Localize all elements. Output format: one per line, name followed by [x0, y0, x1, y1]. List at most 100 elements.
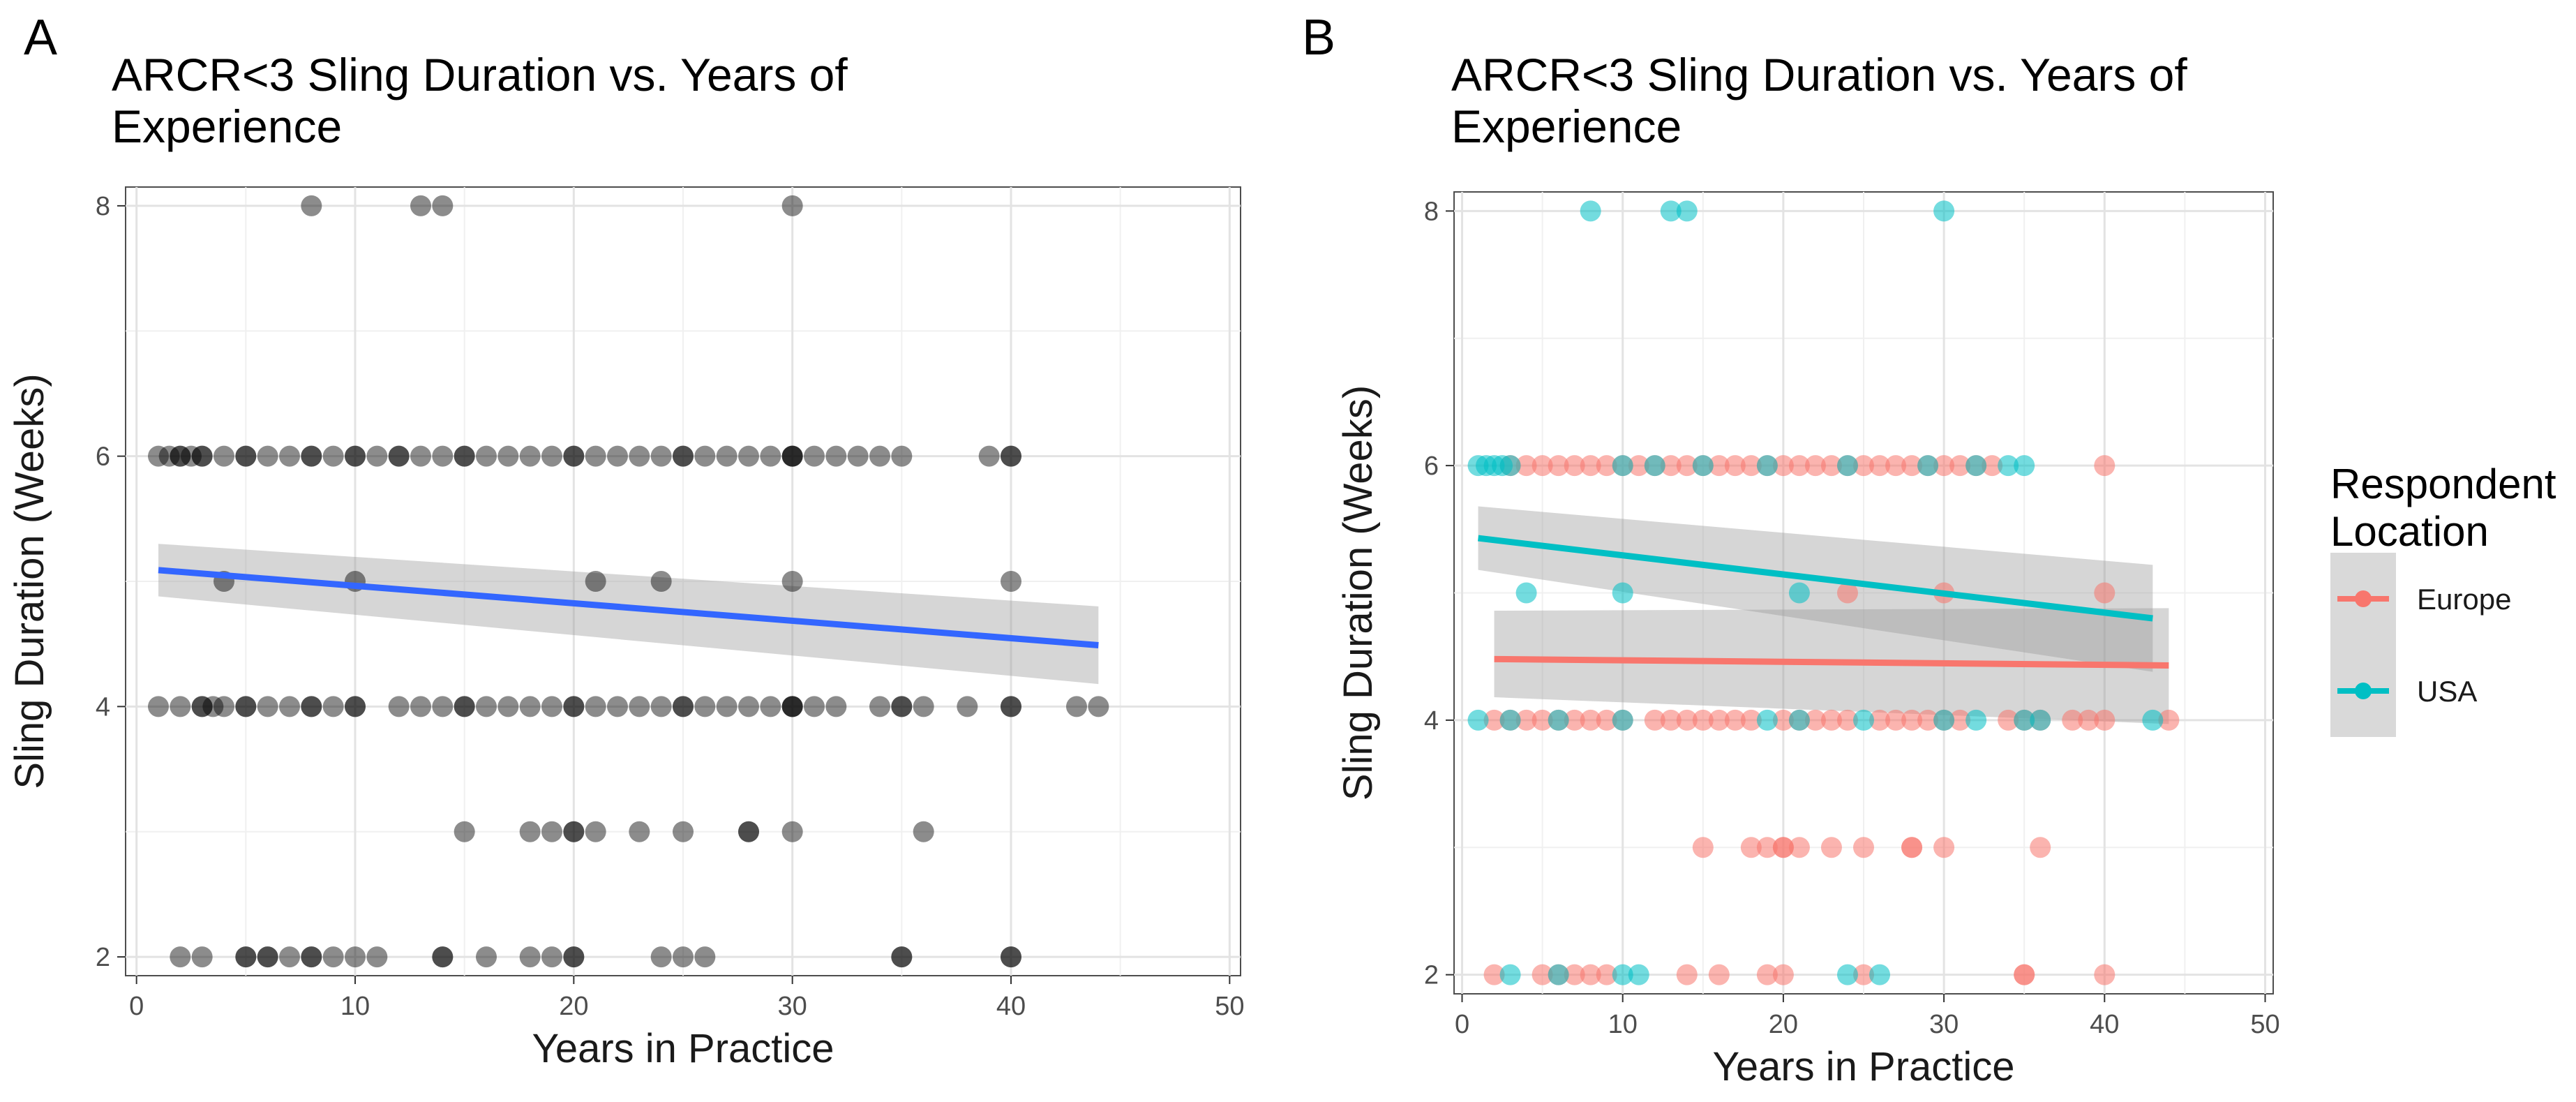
- legend-key-point: [2355, 683, 2372, 699]
- data-point: [781, 821, 803, 842]
- regression-line: [1494, 655, 2169, 669]
- data-point: [1001, 946, 1021, 968]
- scatter-chart-a: 0 10 20 30 40 50 2 4 6 8 Years in Practice Sling Du…: [7, 186, 1244, 1071]
- data-point: [585, 571, 606, 592]
- data-point: [694, 946, 716, 968]
- data-point: [2094, 709, 2116, 731]
- data-point: [891, 946, 913, 968]
- data-point: [170, 946, 191, 968]
- data-point: [913, 696, 934, 717]
- data-point: [148, 445, 169, 467]
- data-point: [454, 821, 475, 842]
- legend-title: Respondent Location: [2330, 461, 2556, 555]
- confidence-band: [158, 544, 1099, 685]
- data-point: [781, 445, 803, 467]
- x-axis-title: Years in Practice: [532, 1026, 834, 1071]
- data-point: [891, 696, 913, 717]
- data-point: [1548, 455, 1569, 477]
- data-point: [1499, 709, 1521, 731]
- data-point: [2014, 455, 2035, 477]
- data-point: [345, 445, 366, 467]
- data-point: [366, 946, 388, 968]
- data-point: [410, 696, 431, 717]
- data-point: [1001, 571, 1021, 592]
- data-point: [191, 946, 213, 968]
- data-point: [738, 821, 759, 842]
- x-tick-label: 0: [1455, 1010, 1469, 1039]
- x-tick-label: 10: [340, 992, 370, 1021]
- data-point: [1612, 582, 1633, 604]
- data-point: [1644, 709, 1665, 731]
- x-tick-label: 10: [1608, 1010, 1638, 1039]
- data-point: [563, 445, 585, 467]
- data-point: [1660, 200, 1682, 222]
- data-point: [279, 445, 300, 467]
- data-point: [913, 821, 934, 842]
- data-point: [279, 696, 300, 717]
- data-point: [1467, 709, 1489, 731]
- data-point: [301, 946, 322, 968]
- data-point: [563, 946, 585, 968]
- data-point: [1532, 964, 1553, 985]
- data-point: [1869, 709, 1891, 731]
- data-point: [650, 696, 672, 717]
- data-point: [1756, 964, 1778, 985]
- data-point: [1676, 455, 1698, 477]
- data-point: [1580, 200, 1601, 222]
- data-point: [541, 821, 562, 842]
- regression-line: [1477, 535, 2153, 622]
- data-point: [345, 445, 366, 467]
- data-point: [170, 445, 191, 467]
- data-point: [1001, 696, 1021, 717]
- data-point: [202, 696, 224, 717]
- data-point: [2142, 709, 2164, 731]
- data-point: [170, 445, 191, 467]
- data-point: [1917, 709, 1939, 731]
- data-point: [585, 821, 606, 842]
- data-point: [1580, 709, 1601, 731]
- x-tick-label: 50: [1215, 992, 1244, 1021]
- data-point: [673, 946, 694, 968]
- data-point: [235, 946, 257, 968]
- data-point: [214, 445, 234, 467]
- data-point: [1596, 455, 1617, 477]
- data-point: [629, 821, 650, 842]
- data-point: [388, 445, 410, 467]
- y-tick-label: 8: [96, 192, 110, 221]
- data-point: [563, 821, 585, 842]
- legend-entry-label: Europe: [2417, 583, 2511, 616]
- data-point: [673, 445, 694, 467]
- data-point: [1998, 709, 2019, 731]
- data-point: [235, 946, 257, 968]
- data-point: [322, 445, 344, 467]
- data-point: [214, 696, 234, 717]
- data-point: [519, 821, 541, 842]
- data-point: [1901, 837, 1923, 858]
- data-point: [1885, 709, 1907, 731]
- data-point: [1788, 455, 1810, 477]
- legend-entry-label: USA: [2417, 675, 2477, 708]
- data-point: [1692, 455, 1714, 477]
- x-axis-title: Years in Practice: [1712, 1044, 2014, 1089]
- data-point: [1612, 964, 1633, 985]
- x-tick-label: 0: [129, 992, 144, 1021]
- data-point: [1998, 455, 2019, 477]
- y-tick-label: 6: [1424, 452, 1439, 481]
- data-point: [804, 445, 825, 467]
- data-point: [1628, 455, 1649, 477]
- data-point: [1965, 709, 1987, 731]
- data-point: [1001, 445, 1021, 467]
- data-point: [891, 946, 913, 968]
- data-point: [1001, 696, 1021, 717]
- data-point: [1644, 455, 1665, 477]
- data-point: [760, 696, 781, 717]
- data-point: [1853, 709, 1874, 731]
- data-point: [673, 445, 694, 467]
- data-point: [2094, 455, 2116, 477]
- data-point: [1820, 455, 1842, 477]
- data-point: [1788, 582, 1810, 604]
- data-point: [563, 696, 585, 717]
- data-point: [1740, 837, 1762, 858]
- data-point: [825, 445, 847, 467]
- scatter-chart-b: 0 10 20 30 40 50 2 4 6 8 Years in Practice Sling Du…: [1335, 191, 2511, 1089]
